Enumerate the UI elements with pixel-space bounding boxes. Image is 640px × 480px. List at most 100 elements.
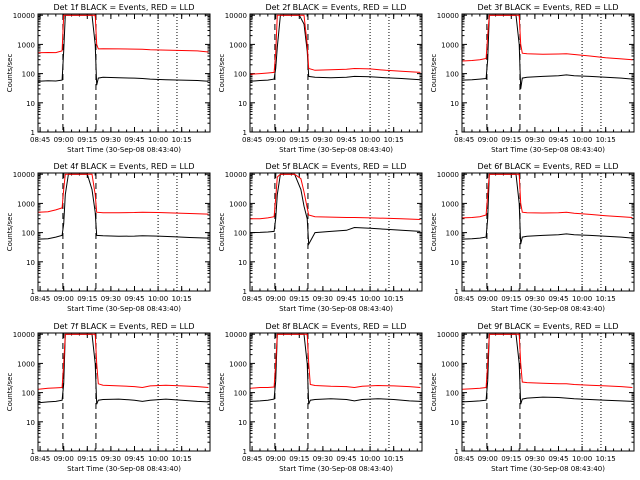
x-axis-label: Start Time (30-Sep-08 08:43:40)	[279, 146, 393, 154]
x-tick-label: 09:30	[313, 295, 333, 303]
y-tick-label: 1	[243, 129, 247, 137]
x-axis-label: Start Time (30-Sep-08 08:43:40)	[491, 305, 605, 313]
x-axis-label: Start Time (30-Sep-08 08:43:40)	[67, 146, 181, 154]
x-tick-label: 09:30	[313, 455, 333, 463]
y-tick-label: 100	[234, 230, 247, 238]
y-tick-label: 1000	[441, 41, 459, 49]
y-tick-label: 1	[31, 129, 35, 137]
plot-frame	[249, 172, 423, 292]
events-series-line	[462, 333, 633, 405]
y-tick-label: 10000	[437, 12, 459, 20]
y-tick-label: 10000	[13, 331, 35, 339]
y-tick-label: 100	[446, 390, 459, 398]
y-tick-label: 1	[455, 288, 459, 296]
y-tick-label: 1	[455, 129, 459, 137]
x-tick-label: 08:45	[454, 136, 474, 144]
y-axis-label: Counts/sec	[6, 54, 14, 93]
x-tick-label: 09:15	[289, 136, 309, 144]
y-axis-label: Counts/sec	[6, 373, 14, 412]
chart-title: Det 8f BLACK = Events, RED = LLD	[265, 322, 406, 331]
x-tick-label: 09:45	[336, 455, 356, 463]
plot-frame	[37, 332, 211, 452]
x-axis-label: Start Time (30-Sep-08 08:43:40)	[67, 465, 181, 473]
y-tick-label: 10	[238, 100, 247, 108]
y-tick-label: 10000	[225, 171, 247, 179]
x-tick-label: 08:45	[242, 136, 262, 144]
x-tick-label: 09:15	[501, 455, 521, 463]
x-tick-label: 10:15	[172, 136, 192, 144]
chart-panel: Det 4f BLACK = Events, RED = LLD 1 10 100 10…	[6, 162, 211, 313]
lld-series-line	[38, 173, 209, 215]
y-tick-label: 100	[22, 390, 35, 398]
x-tick-label: 09:00	[266, 136, 286, 144]
y-axis-label: Counts/sec	[430, 373, 438, 412]
y-tick-label: 1	[31, 288, 35, 296]
x-tick-label: 09:15	[77, 455, 97, 463]
y-tick-label: 10	[238, 259, 247, 267]
x-tick-label: 09:15	[501, 295, 521, 303]
x-tick-label: 09:00	[266, 295, 286, 303]
events-series-line	[250, 173, 421, 246]
x-tick-label: 10:00	[572, 295, 592, 303]
x-tick-label: 08:45	[242, 295, 262, 303]
x-tick-label: 08:45	[30, 455, 50, 463]
x-tick-label: 10:00	[148, 295, 168, 303]
x-tick-label: 08:45	[30, 295, 50, 303]
y-tick-label: 10000	[225, 331, 247, 339]
x-axis-label: Start Time (30-Sep-08 08:43:40)	[279, 305, 393, 313]
chart-panel: Det 1f BLACK = Events, RED = LLD 1 10 100 10…	[6, 3, 211, 154]
y-tick-label: 10	[450, 259, 459, 267]
x-tick-label: 09:30	[525, 455, 545, 463]
chart-title: Det 7f BLACK = Events, RED = LLD	[53, 322, 194, 331]
x-tick-label: 10:15	[384, 455, 404, 463]
y-tick-label: 1000	[229, 200, 247, 208]
events-series-line	[38, 333, 209, 405]
y-tick-label: 10	[450, 100, 459, 108]
chart-title: Det 6f BLACK = Events, RED = LLD	[477, 162, 618, 171]
chart-title: Det 2f BLACK = Events, RED = LLD	[265, 3, 406, 12]
y-axis-label: Counts/sec	[430, 54, 438, 93]
x-tick-label: 09:00	[478, 295, 498, 303]
chart-title: Det 4f BLACK = Events, RED = LLD	[53, 162, 194, 171]
x-tick-label: 09:30	[525, 136, 545, 144]
events-series-line	[250, 333, 421, 405]
x-tick-label: 09:00	[266, 455, 286, 463]
events-series-line	[38, 173, 209, 240]
x-tick-label: 10:00	[572, 455, 592, 463]
y-tick-label: 100	[446, 71, 459, 79]
y-tick-label: 1	[243, 288, 247, 296]
x-tick-label: 09:00	[54, 136, 74, 144]
x-tick-label: 10:15	[596, 136, 616, 144]
x-tick-label: 08:45	[454, 295, 474, 303]
x-tick-label: 10:15	[172, 295, 192, 303]
x-tick-label: 10:00	[148, 136, 168, 144]
chart-title: Det 3f BLACK = Events, RED = LLD	[477, 3, 618, 12]
y-tick-label: 10000	[437, 331, 459, 339]
y-tick-label: 10000	[225, 12, 247, 20]
x-tick-label: 09:15	[77, 136, 97, 144]
y-tick-label: 10	[26, 419, 35, 427]
x-tick-label: 09:15	[289, 295, 309, 303]
chart-panel: Det 8f BLACK = Events, RED = LLD 1 10 100 10…	[218, 322, 423, 473]
y-tick-label: 1000	[17, 200, 35, 208]
x-axis-label: Start Time (30-Sep-08 08:43:40)	[67, 305, 181, 313]
x-tick-label: 09:00	[54, 295, 74, 303]
x-tick-label: 09:45	[336, 136, 356, 144]
x-tick-label: 09:15	[289, 455, 309, 463]
y-tick-label: 1000	[17, 41, 35, 49]
y-tick-label: 10000	[13, 171, 35, 179]
y-tick-label: 1000	[441, 360, 459, 368]
plot-frame	[37, 13, 211, 133]
x-tick-label: 09:30	[101, 295, 121, 303]
y-tick-label: 100	[234, 390, 247, 398]
y-tick-label: 100	[22, 230, 35, 238]
chart-title: Det 5f BLACK = Events, RED = LLD	[265, 162, 406, 171]
x-tick-label: 09:00	[478, 455, 498, 463]
lld-series-line	[250, 173, 421, 220]
x-tick-label: 09:15	[77, 295, 97, 303]
y-tick-label: 100	[234, 71, 247, 79]
x-tick-label: 09:15	[501, 136, 521, 144]
events-series-line	[462, 173, 633, 245]
x-tick-label: 09:00	[478, 136, 498, 144]
